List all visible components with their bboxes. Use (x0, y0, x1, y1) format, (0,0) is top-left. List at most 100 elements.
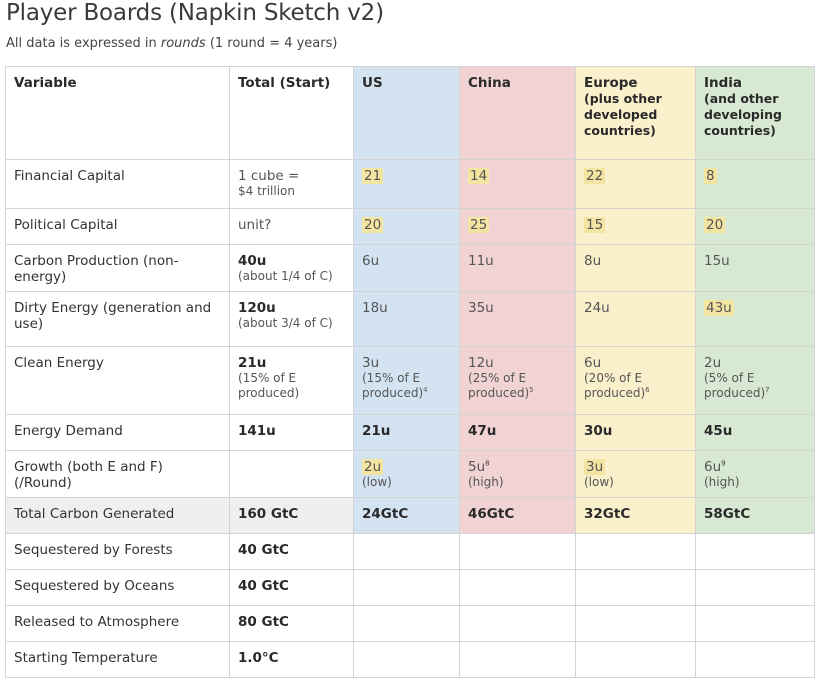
empty-cell (459, 605, 576, 642)
total-value: 40 GtC (238, 578, 289, 594)
china-value: 46GtC (468, 506, 515, 522)
footnote-ref: 7 (765, 386, 770, 395)
row-released-atmosphere: Released to Atmosphere 80 GtC (5, 605, 815, 642)
empty-cell (459, 641, 576, 678)
empty-cell (695, 533, 815, 570)
india-value: 20 (704, 217, 726, 233)
india-value: 2u (704, 355, 722, 371)
total-cell: 40 GtC (229, 533, 354, 570)
us-value: 24GtC (362, 506, 409, 522)
india-value: 8 (704, 168, 717, 184)
china-cell: 5u8 (high) (459, 450, 576, 498)
us-value: 21u (362, 423, 391, 439)
row-total-carbon: Total Carbon Generated 160 GtC 24GtC 46G… (5, 497, 815, 534)
footnote-ref: 9 (721, 459, 726, 468)
empty-cell (695, 569, 815, 606)
europe-value: 6u (584, 355, 602, 371)
header-europe-label: Europe (584, 75, 638, 91)
total-note: $4 trillion (238, 184, 296, 199)
total-value: 80 GtC (238, 614, 289, 630)
footnote-ref: 8 (485, 459, 490, 468)
empty-cell (575, 569, 696, 606)
empty-cell (575, 641, 696, 678)
china-cell: 14 (459, 159, 576, 209)
empty-cell (353, 533, 460, 570)
row-political-capital: Political Capital unit? 20 25 15 20 (5, 208, 815, 245)
europe-cell: 15 (575, 208, 696, 245)
header-total: Total (Start) (229, 66, 354, 160)
row-clean-energy: Clean Energy 21u (15% of E produced) 3u (1… (5, 346, 815, 415)
india-cell: 2u (5% of E produced)7 (695, 346, 815, 415)
total-value: 160 GtC (238, 506, 299, 522)
china-value: 5u (468, 459, 486, 475)
europe-value: 30u (584, 423, 613, 439)
row-starting-temperature: Starting Temperature 1.0°C (5, 641, 815, 678)
row-label: Dirty Energy (generation and use) (5, 291, 230, 347)
total-cell: 80 GtC (229, 605, 354, 642)
footnote-ref: 5 (529, 386, 534, 395)
total-cell: 40 GtC (229, 569, 354, 606)
india-note-text: (5% of E produced) (704, 371, 766, 401)
us-cell: 24GtC (353, 497, 460, 534)
total-cell: unit? (229, 208, 354, 245)
total-value: 1 cube = (238, 168, 300, 184)
subtitle-pre: All data is expressed in (6, 36, 161, 51)
europe-note: (low) (584, 475, 614, 490)
empty-cell (353, 605, 460, 642)
row-carbon-production: Carbon Production (non-energy) 40u (about… (5, 244, 815, 292)
us-cell: 20 (353, 208, 460, 245)
total-note: (about 1/4 of C) (238, 269, 333, 284)
india-value: 45u (704, 423, 733, 439)
row-sequestered-forests: Sequestered by Forests 40 GtC (5, 533, 815, 570)
total-note: (15% of E produced) (238, 371, 300, 401)
china-value: 35u (468, 300, 494, 316)
india-value: 6u (704, 459, 722, 475)
china-cell: 47u (459, 414, 576, 451)
india-cell: 20 (695, 208, 815, 245)
europe-cell: 22 (575, 159, 696, 209)
us-cell: 6u (353, 244, 460, 292)
row-financial-capital: Financial Capital 1 cube = $4 trillion 21… (5, 159, 815, 209)
total-cell: 21u (15% of E produced) (229, 346, 354, 415)
us-cell: 21 (353, 159, 460, 209)
row-label: Carbon Production (non-energy) (5, 244, 230, 292)
china-cell: 46GtC (459, 497, 576, 534)
row-label: Financial Capital (5, 159, 230, 209)
europe-value: 22 (584, 168, 606, 184)
total-value: 40 GtC (238, 542, 289, 558)
row-dirty-energy: Dirty Energy (generation and use) 120u (a… (5, 291, 815, 347)
china-value: 25 (468, 217, 490, 233)
europe-cell: 30u (575, 414, 696, 451)
india-cell: 6u9 (high) (695, 450, 815, 498)
row-energy-demand: Energy Demand 141u 21u 47u 30u 45u (5, 414, 815, 451)
player-board-table: Variable Total (Start) US China Europe (p… (5, 66, 815, 678)
row-sequestered-oceans: Sequestered by Oceans 40 GtC (5, 569, 815, 606)
india-cell: 45u (695, 414, 815, 451)
header-us: US (353, 66, 460, 160)
total-cell: 1 cube = $4 trillion (229, 159, 354, 209)
header-china: China (459, 66, 576, 160)
row-label: Sequestered by Forests (5, 533, 230, 570)
us-cell: 21u (353, 414, 460, 451)
empty-cell (353, 569, 460, 606)
europe-cell: 32GtC (575, 497, 696, 534)
total-cell (229, 450, 354, 498)
us-value: 3u (362, 355, 380, 371)
us-note: (15% of E produced)4 (362, 371, 451, 400)
europe-note: (20% of E produced)6 (584, 371, 687, 400)
row-label: Clean Energy (5, 346, 230, 415)
row-label: Total Carbon Generated (5, 497, 230, 534)
header-variable: Variable (5, 66, 230, 160)
india-note: (5% of E produced)7 (704, 371, 806, 400)
china-cell: 35u (459, 291, 576, 347)
empty-cell (353, 641, 460, 678)
us-note-text: (15% of E produced) (362, 371, 424, 401)
total-value: 21u (238, 355, 267, 371)
us-cell: 2u (low) (353, 450, 460, 498)
china-note-text: (25% of E produced) (468, 371, 530, 401)
empty-cell (695, 641, 815, 678)
header-india: India (and other developing countries) (695, 66, 815, 160)
china-value: 12u (468, 355, 494, 371)
total-cell: 1.0°C (229, 641, 354, 678)
total-cell: 120u (about 3/4 of C) (229, 291, 354, 347)
